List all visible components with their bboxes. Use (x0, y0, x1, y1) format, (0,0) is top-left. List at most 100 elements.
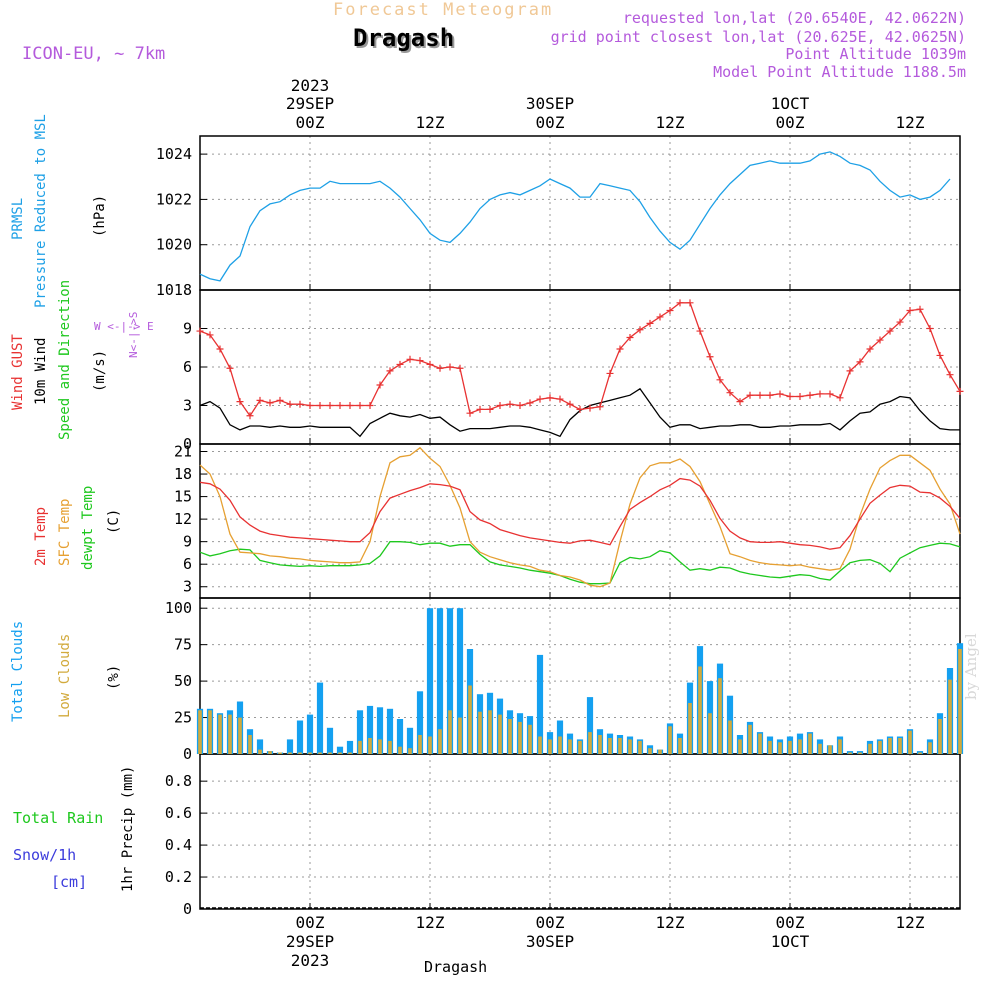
wind-gust-series-point (916, 305, 924, 313)
bottom-hour-label-2: 00Z (536, 913, 565, 932)
low-cloud-bar (878, 740, 882, 754)
wind-gust-series-point (336, 402, 344, 409)
top-hour-label-3: 12Z (656, 113, 685, 132)
low-cloud-bar (738, 739, 742, 754)
model-label: ICON-EU, ~ 7km (22, 44, 166, 64)
top-date-label-4: 1OCT (771, 94, 810, 113)
panel-wind: 0 3 6 9 (183, 289, 961, 453)
low-cloud-bar (688, 703, 692, 754)
wind-gust-series-point (296, 400, 304, 408)
low-cloud-bar (658, 749, 662, 754)
low-cloud-bar (398, 746, 402, 754)
ylabel-pressure-2: 1022 (156, 190, 192, 208)
wind-gust-series-point (546, 394, 554, 402)
wind-gust-series-point (466, 409, 474, 417)
bottom-date-label-0: 29SEP (286, 932, 334, 951)
top-date-label-0: 29SEP (286, 94, 334, 113)
ylabel-wind-2: 6 (183, 358, 192, 376)
frame-clouds (199, 597, 961, 755)
low-cloud-bar (578, 740, 582, 754)
total-cloud-bar (376, 707, 384, 754)
ylabel-pressure-3: 1024 (156, 145, 192, 163)
bottom-date-label-2: 30SEP (526, 932, 574, 951)
low-clouds-bars (198, 649, 962, 754)
low-cloud-bar (768, 740, 772, 754)
low-cloud-bar (778, 742, 782, 754)
top-date-label-2: 30SEP (526, 94, 574, 113)
low-cloud-bar (908, 730, 912, 754)
low-cloud-bar (788, 740, 792, 754)
ylabel-precip-4: 0.8 (165, 772, 192, 790)
wind-gust-series-point (696, 327, 704, 335)
wind-gust-series-point (776, 390, 784, 398)
low-cloud-bar (248, 735, 252, 754)
low-cloud-bar (208, 710, 212, 754)
wind-gust-series-point (576, 405, 584, 413)
wind-gust-series-point (366, 402, 374, 409)
low-cloud-bar (808, 733, 812, 754)
total-cloud-bar (586, 697, 594, 754)
low-cloud-bar (238, 717, 242, 754)
low-cloud-bar (648, 748, 652, 754)
wind-gust-series-point (926, 325, 934, 332)
low-cloud-bar (758, 733, 762, 754)
location-title: Dragash (353, 24, 455, 52)
wind-gust-series-point (896, 318, 904, 326)
low-cloud-bar (848, 752, 852, 754)
ylabel-precip-2: 0.4 (165, 836, 192, 854)
wind-gust-series-point (616, 345, 624, 353)
wind-gust-series-point (566, 400, 574, 408)
top-hour-label-5: 12Z (896, 113, 925, 132)
wind-gust-series-point (396, 360, 404, 368)
ylabel-temperature-3: 12 (174, 510, 192, 528)
snow-unit-label: [cm] (51, 873, 88, 891)
ylabel-clouds-1: 25 (174, 709, 192, 727)
ylabel-temperature-1: 6 (183, 555, 192, 573)
total-cloud-bar (426, 608, 434, 754)
wind-gust-series-point (936, 351, 944, 359)
wind-gust-series-point (306, 402, 314, 409)
low-cloud-bar (478, 711, 482, 754)
low-cloud-bar (558, 736, 562, 754)
low-cloud-bar (198, 710, 202, 754)
wind-gust-series-point (456, 364, 464, 372)
ylabel-clouds-0: 0 (183, 745, 192, 763)
wind-gust-series-point (716, 376, 724, 384)
wind-gust-series-point (796, 393, 804, 401)
wind-gust-series-point (736, 398, 744, 406)
frame-pressure (199, 135, 961, 291)
bottom-year-label-0: 2023 (291, 951, 330, 970)
ylabel-precip-1: 0.2 (165, 868, 192, 886)
wind-gust-series-point (766, 391, 774, 399)
wind-gust-series-point (526, 399, 534, 407)
frame-precip (199, 753, 961, 910)
wind-gust-series-point (806, 391, 814, 399)
wind-gust-series-point (406, 355, 414, 363)
low-cloud-bar (828, 745, 832, 754)
low-cloud-bar (938, 719, 942, 754)
panel-temperature: 3 6 9 12 15 18 21 (174, 443, 961, 599)
wind-gust-series-point (376, 381, 384, 389)
wind-gust-series-point (246, 412, 254, 420)
low-cloud-bar (818, 743, 822, 754)
low-cloud-bar (708, 713, 712, 754)
ylabel-temperature-4: 15 (174, 488, 192, 506)
low-cloud-bar (368, 738, 372, 754)
total-cloud-bar (356, 710, 364, 754)
low-cloud-bar (318, 752, 322, 754)
wind-gust-series-point (426, 360, 434, 368)
wind-gust-series-point (326, 402, 334, 409)
wind-gust-series-point (346, 402, 354, 409)
wind-gust-series-point (876, 336, 884, 344)
point-altitude: Point Altitude 1039m (785, 45, 966, 63)
ylabel-wind-0: 0 (183, 435, 192, 453)
low-cloud-bar (568, 739, 572, 754)
panel-precip: 0 0.2 0.4 0.6 0.8 (165, 753, 961, 918)
total-cloud-bar (326, 727, 334, 754)
low-cloud-bar (898, 738, 902, 754)
wind-gust-series-point (316, 402, 324, 409)
wind-gust-series-point (756, 391, 764, 399)
wind-gust-series-point (676, 299, 684, 307)
wind-gust-series-point (516, 402, 524, 409)
